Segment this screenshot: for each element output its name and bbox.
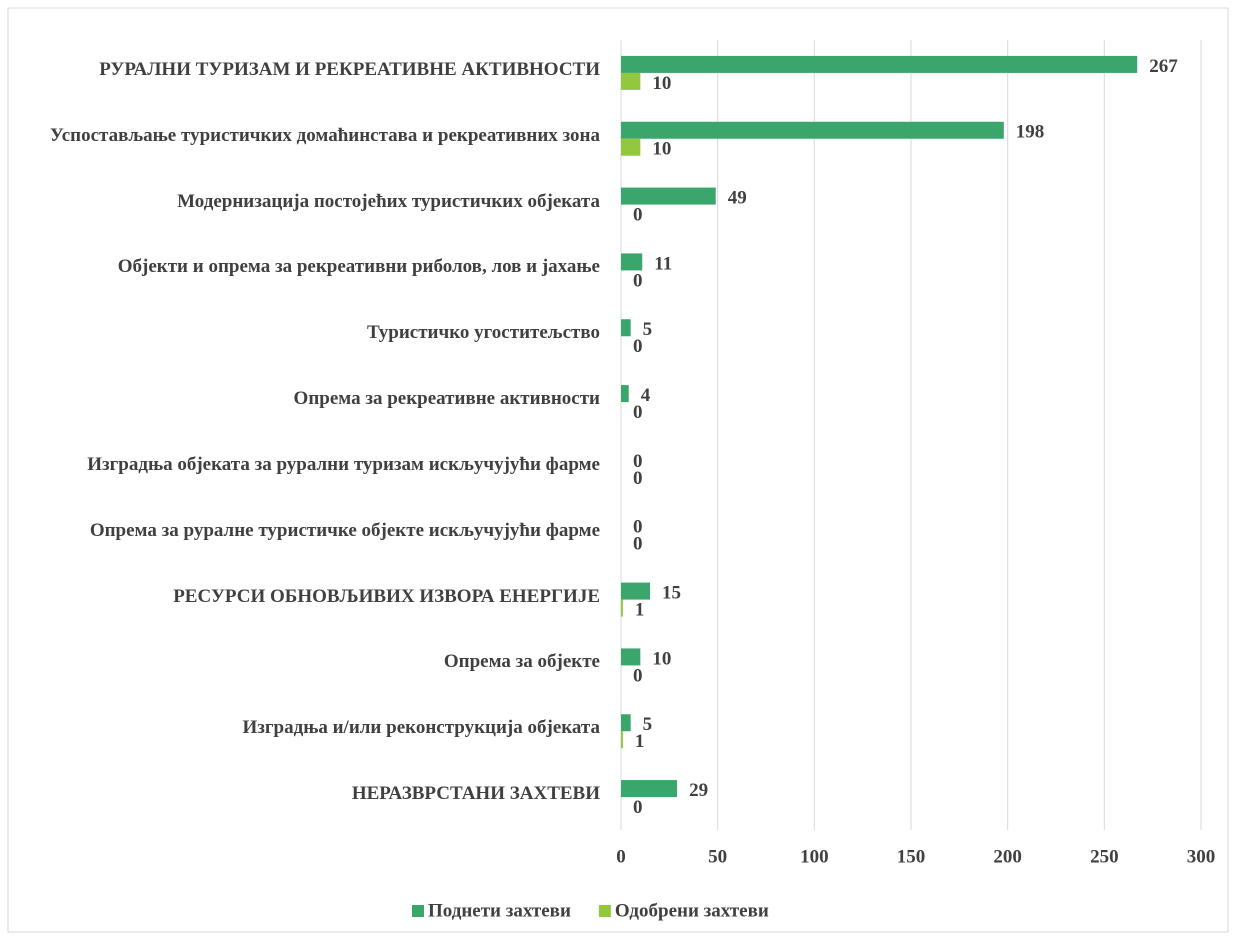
data-label: 29 [689, 780, 708, 801]
bar [621, 138, 641, 156]
bar [621, 121, 1004, 139]
y-tick-label: Опрема за руралне туристичке објекте иск… [89, 519, 600, 541]
data-label: 0 [633, 468, 643, 489]
y-tick-label: Изградња и/или реконструкција објеката [242, 717, 600, 739]
bar [621, 187, 716, 205]
data-label: 4 [641, 385, 651, 406]
data-label: 1 [635, 599, 645, 620]
data-label: 0 [633, 451, 643, 472]
data-label: 10 [652, 648, 671, 669]
y-tick-label: РЕСУРСИ ОБНОВЉИВИХ ИЗВОРА ЕНЕРГИЈЕ [173, 585, 600, 607]
data-label: 0 [633, 517, 643, 538]
bar [621, 319, 631, 337]
y-tick-label: Успостављање туристичких домаћинстава и … [49, 124, 600, 146]
bar [621, 780, 678, 798]
bar [621, 648, 641, 666]
data-label: 267 [1149, 56, 1178, 77]
bar [621, 714, 631, 732]
y-tick-label: Модернизација постојећих туристичких обј… [177, 190, 600, 212]
bar [621, 55, 1138, 73]
data-label: 5 [643, 714, 653, 735]
x-tick-label: 300 [1187, 846, 1216, 867]
bar [621, 599, 623, 617]
x-tick-label: 200 [993, 846, 1022, 867]
bar [621, 731, 623, 749]
y-tick-label: Објекти и опрема за рекреативни риболов,… [117, 256, 600, 278]
chart-border [7, 7, 1229, 933]
y-tick-label: РУРАЛНИ ТУРИЗАМ И РЕКРЕАТИВНЕ АКТИВНОСТИ [99, 58, 600, 80]
bar [621, 385, 629, 403]
data-label: 10 [652, 73, 671, 94]
y-tick-label: НЕРАЗВРСТАНИ ЗАХТЕВИ [351, 783, 600, 805]
x-tick-label: 250 [1090, 846, 1119, 867]
legend-swatch [412, 905, 424, 917]
data-label: 49 [728, 187, 747, 208]
bar [621, 253, 643, 271]
x-tick-label: 50 [708, 846, 727, 867]
data-label: 11 [654, 253, 672, 274]
data-label: 1 [635, 731, 645, 752]
data-label: 0 [633, 665, 643, 686]
y-tick-label: Туристичко угоститељство [367, 322, 600, 344]
bar [621, 72, 641, 90]
y-tick-label: Опрема за објекте [443, 651, 600, 673]
legend-label: Поднети захтеви [428, 900, 571, 921]
data-label: 198 [1016, 122, 1045, 143]
data-label: 0 [633, 204, 643, 225]
data-label: 15 [662, 582, 681, 603]
bar [621, 582, 650, 600]
data-label: 0 [633, 270, 643, 291]
data-label: 0 [633, 402, 643, 423]
legend-label: Одобрени захтеви [615, 900, 769, 921]
data-label: 0 [633, 534, 643, 555]
y-tick-label: Опрема за рекреативне активности [293, 388, 600, 410]
y-tick-label: Изградња објеката за рурални туризам иск… [87, 453, 600, 475]
data-label: 0 [633, 336, 643, 357]
x-tick-label: 100 [800, 846, 829, 867]
data-label: 0 [633, 797, 643, 818]
data-label: 5 [643, 319, 653, 340]
x-tick-label: 150 [897, 846, 926, 867]
data-label: 10 [652, 139, 671, 160]
legend-swatch [598, 905, 611, 917]
x-tick-label: 0 [616, 846, 626, 867]
